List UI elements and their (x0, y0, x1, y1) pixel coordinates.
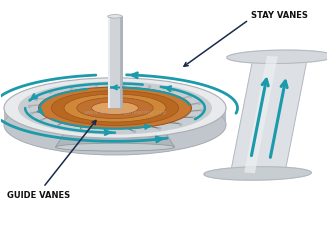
Polygon shape (227, 50, 328, 63)
Ellipse shape (4, 78, 226, 138)
Polygon shape (231, 55, 307, 176)
Ellipse shape (51, 91, 179, 126)
Polygon shape (108, 16, 122, 108)
Polygon shape (120, 16, 122, 108)
Ellipse shape (39, 87, 192, 129)
Ellipse shape (64, 94, 166, 122)
Polygon shape (108, 16, 110, 108)
Ellipse shape (4, 94, 226, 155)
Text: GUIDE VANES: GUIDE VANES (7, 191, 70, 200)
Text: www.learnengineering.org: www.learnengineering.org (83, 110, 167, 115)
Polygon shape (4, 108, 226, 155)
Ellipse shape (108, 15, 122, 18)
Polygon shape (244, 56, 278, 173)
Polygon shape (204, 167, 311, 180)
Ellipse shape (92, 102, 138, 115)
Ellipse shape (55, 143, 174, 151)
Ellipse shape (77, 98, 153, 119)
Text: STAY VANES: STAY VANES (251, 11, 307, 20)
Polygon shape (55, 125, 174, 147)
Ellipse shape (18, 81, 212, 135)
Ellipse shape (40, 87, 191, 129)
